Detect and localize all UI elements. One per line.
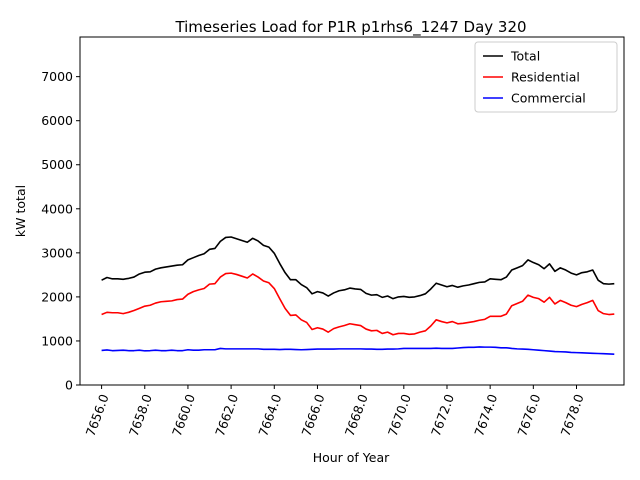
series-line-total — [101, 236, 615, 300]
chart-title: Timeseries Load for P1R p1rhs6_1247 Day … — [174, 18, 526, 37]
y-tick-label: 5000 — [41, 157, 73, 172]
x-tick-label: 7668.0 — [342, 392, 371, 438]
y-axis-label: kW total — [13, 185, 28, 237]
x-tick-label: 7674.0 — [471, 392, 500, 438]
x-tick-label: 7676.0 — [514, 392, 543, 438]
axes-area — [79, 36, 625, 386]
x-tick-label: 7666.0 — [299, 392, 328, 438]
x-tick-label: 7662.0 — [212, 392, 241, 438]
x-tick-label: 7664.0 — [255, 392, 284, 438]
series-line-commercial — [101, 346, 615, 355]
legend: Total Residential Commercial — [474, 41, 618, 113]
plot-frame — [79, 36, 625, 386]
legend-label-total: Total — [510, 49, 540, 64]
legend-label-residential: Residential — [511, 70, 580, 85]
y-tick-label: 7000 — [41, 69, 73, 84]
y-tick-label: 3000 — [41, 245, 73, 260]
y-tick-label: 6000 — [41, 113, 73, 128]
y-tick-label: 4000 — [41, 201, 73, 216]
x-tick-label: 7656.0 — [83, 392, 112, 438]
x-tick-label: 7660.0 — [169, 392, 198, 438]
x-tick-label: 7672.0 — [428, 392, 457, 438]
x-tick-label: 7670.0 — [385, 392, 414, 438]
x-tick-label: 7658.0 — [126, 392, 155, 438]
legend-box — [474, 41, 618, 113]
x-axis-label: Hour of Year — [313, 450, 390, 465]
y-tick-label: 1000 — [41, 333, 73, 348]
x-axis: 7656.0 7658.0 7660.0 7662.0 7664.0 7666.0 7668… — [83, 385, 587, 438]
series-line-residential — [101, 272, 615, 336]
x-tick-label: 7678.0 — [558, 392, 587, 438]
y-axis: 0 1000 2000 3000 4000 5000 6000 7000 — [41, 69, 80, 393]
y-tick-label: 2000 — [41, 289, 73, 304]
legend-label-commercial: Commercial — [511, 91, 586, 106]
series-layer — [101, 236, 615, 355]
y-tick-label: 0 — [65, 378, 73, 393]
